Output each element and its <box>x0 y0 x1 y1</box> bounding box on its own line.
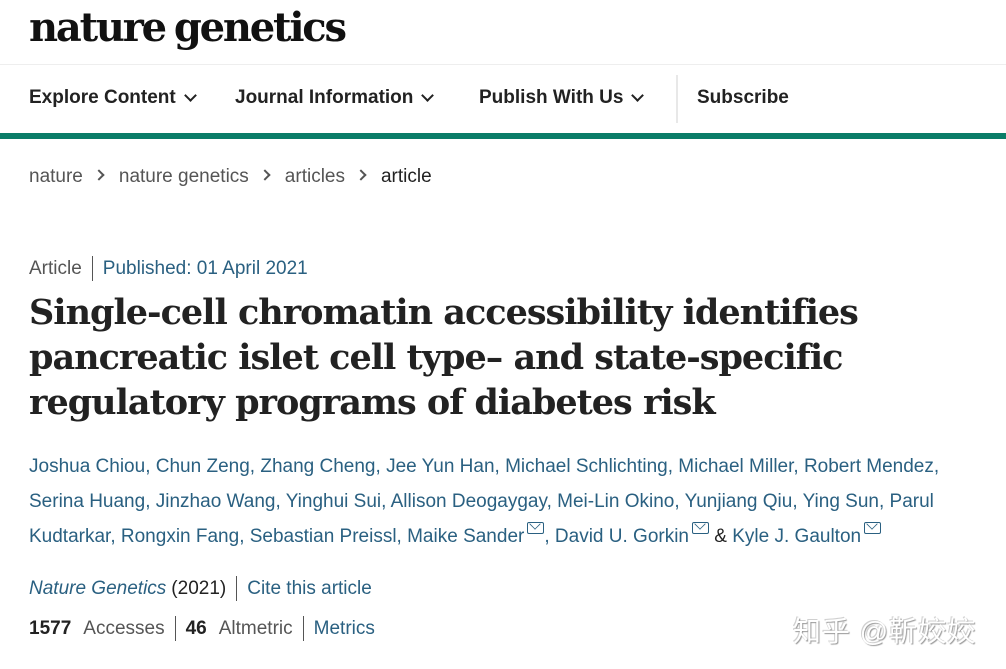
divider <box>302 616 304 641</box>
breadcrumb-nature[interactable]: nature <box>29 166 83 187</box>
citation-line: Nature Genetics (2021) Cite this article <box>29 576 372 601</box>
article-meta: Article Published: 01 April 2021 <box>29 256 308 281</box>
author-link[interactable]: Allison Deogaygay <box>390 491 547 512</box>
altmetric-label: Altmetric <box>218 617 293 639</box>
chevron-right-icon <box>355 169 367 181</box>
separator: , <box>381 491 391 512</box>
separator: , <box>546 491 558 512</box>
author-link[interactable]: Zhang Cheng <box>260 456 376 477</box>
separator: , <box>249 456 261 477</box>
journal-name: Nature Genetics <box>29 577 167 599</box>
separator: , <box>396 526 408 547</box>
separator: , <box>239 526 250 547</box>
altmetric-count: 46 <box>185 617 207 639</box>
header-divider <box>0 64 1006 65</box>
metrics-link[interactable]: Metrics <box>313 617 375 639</box>
chevron-down-icon <box>421 89 435 102</box>
author-link[interactable]: Mei-Lin Okino <box>557 491 675 512</box>
author-link[interactable]: Maike Sander <box>407 526 525 547</box>
author-link[interactable]: Yinghui Sui <box>285 491 382 512</box>
author-link[interactable]: Kyle J. Gaulton <box>732 526 862 547</box>
chevron-right-icon <box>93 169 105 181</box>
logo-word-nature: nature <box>29 4 167 51</box>
cite-this-article-link[interactable]: Cite this article <box>247 577 372 599</box>
chevron-right-icon <box>259 169 271 181</box>
author-link[interactable]: Joshua Chiou <box>29 456 146 477</box>
separator: , <box>275 491 286 512</box>
nav-label: Subscribe <box>697 87 789 108</box>
breadcrumb-articles[interactable]: articles <box>284 166 345 187</box>
separator: , <box>375 456 387 477</box>
watermark: 知乎 @靳姣姣 <box>793 616 977 647</box>
nav-label: Publish With Us <box>479 87 624 108</box>
author-link[interactable]: Sebastian Preissl <box>249 526 397 547</box>
separator: , <box>878 491 890 512</box>
separator: , <box>110 526 121 547</box>
separator: , <box>793 456 804 477</box>
journal-logo[interactable]: nature genetics <box>29 4 347 52</box>
divider <box>236 576 238 601</box>
publication-year: (2021) <box>171 577 227 599</box>
ampersand: & <box>709 526 733 547</box>
author-list: Joshua Chiou, Chun Zeng, Zhang Cheng, Je… <box>29 449 979 554</box>
divider <box>174 616 176 641</box>
author-link[interactable]: Serina Huang <box>29 491 146 512</box>
nav-divider <box>676 75 678 123</box>
separator: , <box>494 456 506 477</box>
separator: , <box>145 491 156 512</box>
nav-publish-with-us[interactable]: Publish With Us <box>479 87 645 109</box>
author-link[interactable]: Michael Miller <box>678 456 794 477</box>
mail-icon[interactable] <box>527 522 545 534</box>
article-type: Article <box>29 257 82 279</box>
mail-icon[interactable] <box>864 522 882 534</box>
author-link[interactable]: Rongxin Fang <box>120 526 240 547</box>
publish-date: Published: 01 April 2021 <box>102 257 308 279</box>
separator: , <box>933 456 940 477</box>
breadcrumb: nature nature genetics articles article <box>29 166 432 188</box>
accesses-label: Accesses <box>83 617 165 639</box>
logo-word-genetics: genetics <box>173 4 347 51</box>
nav-label: Explore Content <box>29 87 176 108</box>
mail-icon[interactable] <box>692 522 710 534</box>
nav-journal-information[interactable]: Journal Information <box>235 87 435 109</box>
metrics-line: 1577 Accesses 46 Altmetric Metrics <box>29 616 375 641</box>
author-link[interactable]: Parul Kudtarkar <box>29 491 934 547</box>
brand-accent-bar <box>0 133 1006 139</box>
article-title: Single-cell chromatin accessibility iden… <box>29 292 859 423</box>
separator: , <box>145 456 156 477</box>
author-link[interactable]: Chun Zeng <box>155 456 250 477</box>
nav-label: Journal Information <box>235 87 414 108</box>
breadcrumb-article: article <box>380 166 432 187</box>
separator: , <box>792 491 803 512</box>
author-link[interactable]: Jinzhao Wang <box>155 491 276 512</box>
author-link[interactable]: David U. Gorkin <box>554 526 690 547</box>
author-link[interactable]: Jee Yun Han <box>386 456 495 477</box>
main-nav: Explore Content Journal Information Publ… <box>0 65 1006 133</box>
author-link[interactable]: Ying Sun <box>802 491 879 512</box>
author-link[interactable]: Robert Mendez <box>803 456 934 477</box>
separator: , <box>674 491 685 512</box>
separator: , <box>544 526 555 547</box>
nav-explore-content[interactable]: Explore Content <box>29 87 197 109</box>
separator: , <box>667 456 679 477</box>
nav-subscribe[interactable]: Subscribe <box>697 87 789 109</box>
divider <box>91 256 93 281</box>
accesses-count: 1577 <box>29 617 72 639</box>
author-link[interactable]: Michael Schlichting <box>505 456 668 477</box>
author-link[interactable]: Yunjiang Qiu <box>684 491 793 512</box>
chevron-down-icon <box>631 89 645 102</box>
breadcrumb-nature-genetics[interactable]: nature genetics <box>118 166 249 187</box>
chevron-down-icon <box>183 89 197 102</box>
